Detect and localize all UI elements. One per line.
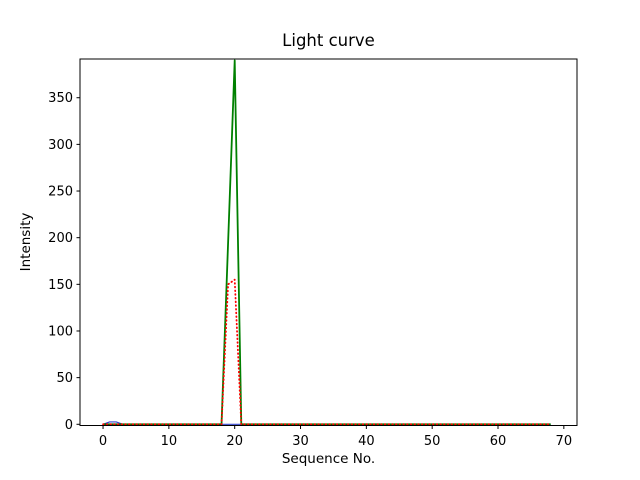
green-series-line [103,59,551,426]
x-tick-label: 60 [490,434,507,449]
y-tick-label: 150 [48,278,73,293]
x-tick-label: 70 [556,434,573,449]
x-tick-label: 30 [292,434,309,449]
y-tick-label: 0 [65,418,73,433]
chart-title: Light curve [282,31,375,50]
y-axis-label: Intensity [18,212,34,272]
y-tick-label: 50 [56,371,73,386]
y-tick-label: 200 [48,231,73,246]
y-tick-label: 100 [48,324,73,339]
axes-frame [79,58,578,426]
x-tick-label: 0 [99,434,107,449]
x-axis-label: Sequence No. [281,451,376,467]
x-tick-label: 50 [424,434,441,449]
y-tick-label: 250 [48,185,73,200]
x-tick-label: 40 [358,434,375,449]
x-tick-label: 10 [161,434,178,449]
y-tick-label: 300 [48,138,73,153]
red-series-line [102,278,552,426]
y-tick-label: 350 [48,91,73,106]
x-tick-label: 20 [226,434,243,449]
